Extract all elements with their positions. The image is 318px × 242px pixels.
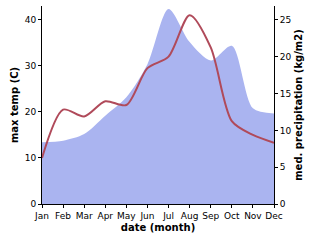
svg-text:Dec: Dec xyxy=(265,211,282,221)
svg-text:40: 40 xyxy=(25,15,37,25)
svg-text:med. precipitation (kg/m2): med. precipitation (kg/m2) xyxy=(293,29,304,181)
svg-text:5: 5 xyxy=(280,162,286,172)
svg-text:25: 25 xyxy=(280,15,291,25)
svg-text:Oct: Oct xyxy=(224,211,240,221)
svg-text:Jan: Jan xyxy=(34,211,49,221)
svg-text:Sep: Sep xyxy=(202,211,219,221)
svg-text:May: May xyxy=(117,211,136,221)
svg-text:10: 10 xyxy=(25,153,37,163)
svg-text:Nov: Nov xyxy=(244,211,262,221)
svg-text:10: 10 xyxy=(280,126,292,136)
svg-text:Aug: Aug xyxy=(181,211,199,221)
svg-text:0: 0 xyxy=(30,199,36,209)
svg-text:Jun: Jun xyxy=(139,211,154,221)
svg-text:Feb: Feb xyxy=(55,211,71,221)
svg-text:15: 15 xyxy=(280,89,291,99)
svg-text:date (month): date (month) xyxy=(121,222,195,233)
svg-text:max temp (C): max temp (C) xyxy=(9,67,20,143)
svg-text:30: 30 xyxy=(25,61,37,71)
svg-text:Jul: Jul xyxy=(162,211,174,221)
svg-text:20: 20 xyxy=(25,107,37,117)
svg-text:20: 20 xyxy=(280,52,292,62)
svg-text:Apr: Apr xyxy=(97,211,113,221)
svg-text:0: 0 xyxy=(280,199,286,209)
svg-text:Mar: Mar xyxy=(76,211,93,221)
